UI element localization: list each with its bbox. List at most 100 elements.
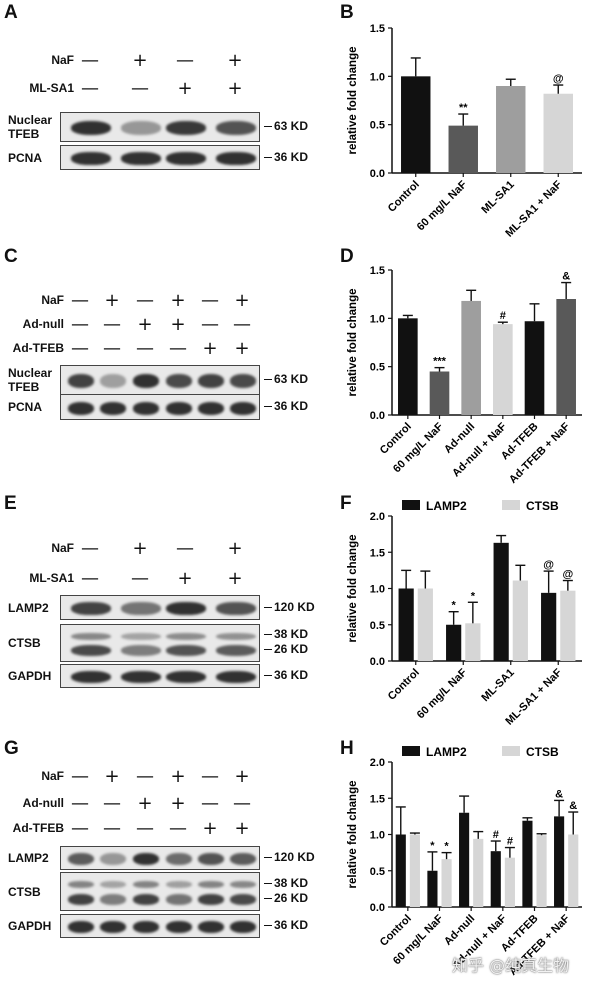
blot-band [132, 921, 160, 933]
x-tick-label: Control [386, 179, 422, 215]
panel-letter-b: B [340, 2, 354, 23]
blot-band [165, 881, 193, 889]
plus-sign: + [137, 314, 153, 335]
y-tick-label: 1.5 [370, 265, 385, 277]
plus-sign: + [227, 50, 243, 71]
blot-strip [60, 624, 260, 662]
x-tick-label: ML-SA1 [479, 667, 516, 704]
blot-strip [60, 872, 260, 911]
minus-sign: — [131, 78, 149, 99]
blot-band [197, 374, 225, 388]
bar [493, 542, 509, 661]
plus-sign: + [234, 818, 250, 839]
bar [401, 76, 431, 173]
minus-sign: — [71, 290, 89, 311]
bar [409, 834, 420, 907]
legend-label: CTSB [526, 499, 559, 513]
minus-sign: — [176, 50, 194, 71]
molecular-weight-label: 36 KD [263, 668, 309, 682]
plus-sign: + [202, 338, 218, 359]
bar [541, 592, 557, 661]
bar [496, 86, 526, 173]
blot-band [216, 671, 256, 683]
minus-sign: — [176, 538, 194, 559]
plus-sign: + [170, 793, 186, 814]
blot-band [132, 401, 160, 415]
legend-label: LAMP2 [426, 745, 467, 759]
blot-band [121, 645, 161, 657]
minus-sign: — [136, 338, 154, 359]
bar [465, 623, 481, 661]
y-tick-label: 1.0 [370, 313, 385, 325]
plus-sign: + [170, 314, 186, 335]
blot-band [99, 881, 127, 889]
minus-sign: — [233, 314, 251, 335]
y-axis-label: relative fold change [347, 288, 359, 396]
blot-strip [60, 112, 260, 142]
blot-strip [60, 394, 260, 420]
panel-letter-a: A [4, 2, 18, 23]
blot-strip [60, 365, 260, 395]
blot-band [121, 152, 161, 165]
blot-protein-label: GAPDH [8, 919, 52, 933]
bar [490, 851, 501, 907]
blot-protein-label: PCNA [8, 400, 43, 414]
y-tick-label: 1.5 [370, 23, 385, 35]
plus-sign: + [227, 538, 243, 559]
blot-band [197, 401, 225, 415]
y-tick-label: 1.0 [370, 71, 385, 83]
molecular-weight-label: 26 KD [263, 890, 309, 905]
legend-swatch [402, 746, 420, 756]
panel-letter-c: C [4, 246, 18, 267]
bar [395, 834, 406, 907]
bar [461, 300, 481, 415]
treatment-label: NaF [51, 53, 74, 67]
blot-band [229, 853, 257, 865]
minus-sign: — [71, 793, 89, 814]
plus-sign: + [227, 78, 243, 99]
blot-band [197, 881, 225, 889]
blot-band [67, 894, 95, 906]
plus-sign: + [202, 818, 218, 839]
blot-band [132, 853, 160, 865]
plus-sign: + [234, 338, 250, 359]
blot-band [165, 921, 193, 933]
treatment-label: Ad-TFEB [12, 821, 64, 835]
y-tick-label: 0.0 [370, 410, 385, 422]
bar [473, 838, 484, 907]
y-tick-label: 0.0 [370, 656, 385, 668]
significance-marker: * [430, 840, 435, 852]
legend-swatch [502, 500, 520, 510]
blot-band [71, 645, 111, 657]
significance-marker: * [444, 841, 449, 853]
molecular-weight-label: 36 KD [263, 399, 309, 413]
y-tick-label: 1.0 [370, 830, 385, 842]
blot-band [71, 152, 111, 165]
treatment-label: NaF [41, 293, 64, 307]
y-axis-label: relative fold change [347, 534, 359, 642]
blot-strip [60, 145, 260, 170]
blot-strip [60, 846, 260, 870]
blot-strip [60, 664, 260, 688]
blot-band [216, 121, 256, 135]
bar [398, 588, 414, 661]
minus-sign: — [71, 338, 89, 359]
plus-sign: + [177, 78, 193, 99]
blot-protein-label: Nuclear TFEB [8, 113, 53, 141]
bar [429, 371, 450, 415]
blot-band [216, 152, 256, 165]
significance-marker: & [555, 788, 563, 800]
blot-band [99, 894, 127, 906]
minus-sign: — [136, 766, 154, 787]
treatment-label: NaF [41, 769, 64, 783]
bar [568, 834, 579, 907]
blot-protein-label: LAMP2 [8, 600, 49, 615]
bar [441, 859, 452, 907]
blot-protein-label: PCNA [8, 150, 43, 165]
minus-sign: — [201, 766, 219, 787]
significance-marker: @ [562, 569, 573, 581]
bar [556, 299, 576, 415]
plus-sign: + [132, 50, 148, 71]
minus-sign: — [136, 290, 154, 311]
molecular-weight-label: 38 KD [263, 627, 309, 642]
